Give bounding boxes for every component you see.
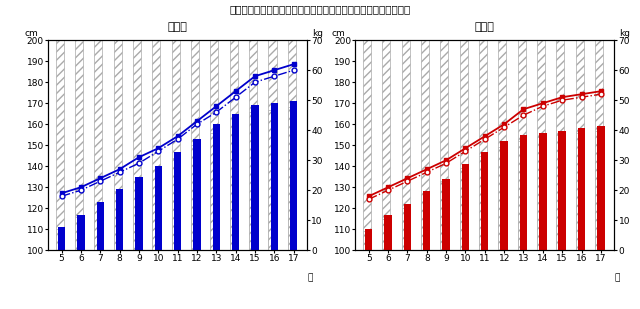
Bar bbox=[382, 219, 390, 250]
Bar bbox=[77, 214, 84, 309]
Bar bbox=[135, 177, 143, 309]
Bar bbox=[556, 0, 564, 250]
Bar bbox=[152, 171, 161, 250]
Text: cm: cm bbox=[332, 29, 346, 38]
Bar bbox=[172, 0, 180, 250]
Text: 歳: 歳 bbox=[614, 273, 620, 282]
Bar bbox=[518, 141, 525, 250]
Text: kg: kg bbox=[312, 29, 323, 38]
Bar bbox=[56, 19, 64, 250]
Bar bbox=[268, 0, 276, 250]
Bar bbox=[94, 204, 102, 250]
Bar bbox=[575, 133, 584, 250]
Bar bbox=[230, 0, 238, 250]
Text: 男　子: 男 子 bbox=[168, 22, 188, 32]
Bar bbox=[423, 192, 431, 309]
Bar bbox=[174, 151, 181, 309]
Bar bbox=[481, 151, 488, 309]
Bar bbox=[440, 0, 448, 250]
Bar bbox=[460, 168, 468, 250]
Bar bbox=[58, 227, 65, 309]
Bar bbox=[365, 229, 372, 309]
Bar bbox=[268, 109, 276, 250]
Bar bbox=[155, 166, 162, 309]
Bar bbox=[249, 112, 257, 250]
Bar bbox=[440, 181, 448, 250]
Bar bbox=[556, 135, 564, 250]
Text: 歳: 歳 bbox=[307, 273, 312, 282]
Bar bbox=[193, 139, 200, 309]
Bar bbox=[401, 0, 410, 250]
Bar bbox=[404, 204, 411, 309]
Bar bbox=[56, 229, 64, 250]
Bar bbox=[97, 202, 104, 309]
Bar bbox=[575, 0, 584, 250]
Bar bbox=[500, 141, 508, 309]
Bar bbox=[479, 156, 487, 250]
Text: 女　子: 女 子 bbox=[475, 22, 495, 32]
Bar bbox=[595, 130, 603, 250]
Bar bbox=[499, 0, 506, 250]
Bar bbox=[442, 179, 450, 309]
Bar bbox=[578, 129, 585, 309]
Bar bbox=[401, 208, 410, 250]
Text: cm: cm bbox=[25, 29, 38, 38]
Bar bbox=[537, 137, 545, 250]
Bar bbox=[363, 21, 371, 250]
Bar bbox=[191, 145, 199, 250]
Bar bbox=[75, 217, 83, 250]
Bar bbox=[479, 0, 487, 250]
Bar bbox=[462, 164, 469, 309]
Bar bbox=[211, 133, 218, 250]
Bar bbox=[94, 0, 102, 250]
Bar bbox=[212, 124, 220, 309]
Bar bbox=[518, 0, 525, 250]
Bar bbox=[271, 103, 278, 309]
Bar bbox=[133, 0, 141, 250]
Bar bbox=[382, 9, 390, 250]
Bar bbox=[539, 133, 547, 309]
Text: kg: kg bbox=[620, 29, 630, 38]
Bar bbox=[191, 0, 199, 250]
Bar bbox=[460, 0, 468, 250]
Bar bbox=[421, 193, 429, 250]
Bar bbox=[211, 0, 218, 250]
Text: 図２　身長・体重の年齢別平均値の３０年前（親世代）との比較: 図２ 身長・体重の年齢別平均値の３０年前（親世代）との比較 bbox=[229, 5, 411, 15]
Bar bbox=[116, 189, 124, 309]
Bar bbox=[363, 231, 371, 250]
Bar bbox=[152, 0, 161, 250]
Bar bbox=[172, 158, 180, 250]
Bar bbox=[597, 126, 605, 309]
Bar bbox=[499, 147, 506, 250]
Bar bbox=[133, 181, 141, 250]
Bar bbox=[520, 135, 527, 309]
Bar bbox=[559, 130, 566, 309]
Bar bbox=[232, 114, 239, 309]
Bar bbox=[290, 101, 298, 309]
Bar bbox=[252, 105, 259, 309]
Bar bbox=[114, 192, 122, 250]
Bar bbox=[288, 108, 296, 250]
Bar bbox=[249, 0, 257, 250]
Bar bbox=[230, 118, 238, 250]
Bar bbox=[75, 6, 83, 250]
Bar bbox=[288, 0, 296, 250]
Bar bbox=[114, 0, 122, 250]
Bar bbox=[537, 0, 545, 250]
Bar bbox=[421, 0, 429, 250]
Bar bbox=[595, 0, 603, 250]
Bar bbox=[385, 214, 392, 309]
